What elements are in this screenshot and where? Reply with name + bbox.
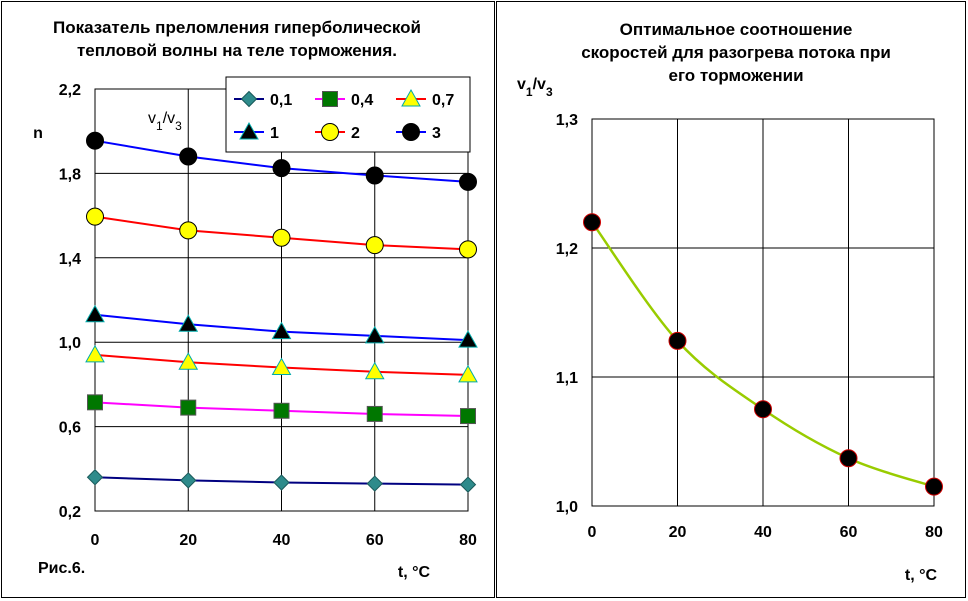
data-point xyxy=(272,228,291,247)
legend: 0,1 0,4 0,7 1 2 3 xyxy=(225,76,471,153)
y-tick-label: 2,2 xyxy=(59,82,81,99)
chart-panel-velocity-ratio: Оптимальное соотношение скоростей для раз… xyxy=(496,1,966,598)
data-point xyxy=(459,172,477,191)
legend-marker xyxy=(322,91,338,107)
chart-title-line: тепловой волны на теле торможения. xyxy=(77,41,397,60)
data-point xyxy=(273,474,290,491)
figure-caption: Рис.6. xyxy=(38,560,85,577)
data-point xyxy=(272,159,291,178)
velocity-ratio-chart: Оптимальное соотношение скоростей для раз… xyxy=(517,20,943,584)
x-axis-label: t, °C xyxy=(905,567,938,584)
y-tick-label: 0,6 xyxy=(59,420,81,437)
data-point xyxy=(460,408,476,425)
series-3 xyxy=(86,131,477,191)
series-line xyxy=(590,221,935,488)
data-point xyxy=(365,166,384,185)
legend-item: 3 xyxy=(396,123,441,142)
data-point xyxy=(86,131,104,150)
data-point xyxy=(366,475,383,492)
data-point xyxy=(180,472,197,489)
x-axis-label: t, °C xyxy=(398,564,431,581)
x-tick-label: 0 xyxy=(588,524,597,541)
y-tick-label: 1,2 xyxy=(556,241,578,258)
legend-item: 0,7 xyxy=(396,88,454,109)
y-tick-label: 1,0 xyxy=(556,499,578,516)
data-point xyxy=(458,330,478,348)
legend-item: 2 xyxy=(315,123,360,142)
y-tick-label: 1,0 xyxy=(59,335,81,352)
legend-marker xyxy=(321,123,339,141)
y-tick-label: 1,4 xyxy=(59,251,81,268)
y-axis-label: v1/v3 xyxy=(517,76,553,99)
data-point xyxy=(86,207,104,226)
legend-label: 1 xyxy=(270,125,279,142)
data-point xyxy=(668,331,687,350)
data-point xyxy=(583,213,601,232)
data-point xyxy=(179,221,198,240)
legend-label: 0,7 xyxy=(432,92,454,109)
data-point xyxy=(87,394,103,411)
series-0,1 xyxy=(86,469,477,493)
series-0,7 xyxy=(85,344,478,383)
x-tick-label: 80 xyxy=(925,524,943,541)
y-tick-label: 0,2 xyxy=(59,504,81,521)
data-point xyxy=(366,405,383,422)
plot-area-frame xyxy=(591,118,935,507)
x-tick-label: 20 xyxy=(669,524,687,541)
legend-box xyxy=(225,76,471,153)
data-point xyxy=(364,361,385,380)
data-point xyxy=(271,321,292,340)
data-point xyxy=(458,364,478,383)
data-point xyxy=(459,240,477,259)
data-point xyxy=(925,477,943,496)
chart-title-line: его торможении xyxy=(668,66,803,85)
legend-label: 0,4 xyxy=(351,92,373,109)
x-tick-label: 60 xyxy=(840,524,858,541)
x-tick-label: 20 xyxy=(179,532,197,549)
legend-marker xyxy=(239,121,259,140)
chart-panel-refraction: Показатель преломления гиперболической те… xyxy=(1,1,495,598)
legend-label: 2 xyxy=(351,125,360,142)
data-point xyxy=(85,304,105,323)
data-point xyxy=(178,352,199,370)
y-axis-label: n xyxy=(33,125,43,142)
legend-marker xyxy=(240,90,258,108)
legend-marker xyxy=(402,123,420,141)
data-point xyxy=(364,325,385,344)
data-point xyxy=(271,357,292,376)
data-point xyxy=(85,344,105,363)
legend-item: 1 xyxy=(234,121,279,142)
legend-label: 3 xyxy=(432,125,441,142)
chart-title-line: Показатель преломления гиперболической xyxy=(53,18,421,37)
data-point xyxy=(179,147,198,166)
series-0,4 xyxy=(87,394,476,425)
y-tick-label: 1,8 xyxy=(59,166,81,183)
legend-marker xyxy=(401,88,421,107)
series-2 xyxy=(86,207,477,259)
x-tick-label: 80 xyxy=(459,532,477,549)
series-1 xyxy=(85,304,478,348)
y-axis-note: v1/v3 xyxy=(148,110,182,133)
data-point xyxy=(839,449,858,468)
data-point xyxy=(754,400,772,419)
y-tick-label: 1,1 xyxy=(556,370,578,387)
chart-title-line: Оптимальное соотношение xyxy=(620,20,853,39)
legend-item: 0,4 xyxy=(315,91,373,109)
x-tick-label: 0 xyxy=(91,532,100,549)
x-tick-label: 40 xyxy=(273,532,291,549)
data-point xyxy=(365,236,384,255)
legend-label: 0,1 xyxy=(270,92,292,109)
data-point xyxy=(273,402,290,419)
chart-title-line: скоростей для разогрева потока при xyxy=(581,43,891,62)
data-point xyxy=(459,476,477,493)
x-tick-label: 60 xyxy=(366,532,384,549)
series-velocity-ratio xyxy=(583,213,943,496)
x-tick-label: 40 xyxy=(754,524,772,541)
refraction-index-chart: Показатель преломления гиперболической те… xyxy=(33,18,478,581)
data-point xyxy=(86,469,104,486)
legend-item: 0,1 xyxy=(234,90,292,109)
data-point xyxy=(180,399,197,416)
data-point xyxy=(178,314,199,332)
y-tick-label: 1,3 xyxy=(556,112,578,129)
